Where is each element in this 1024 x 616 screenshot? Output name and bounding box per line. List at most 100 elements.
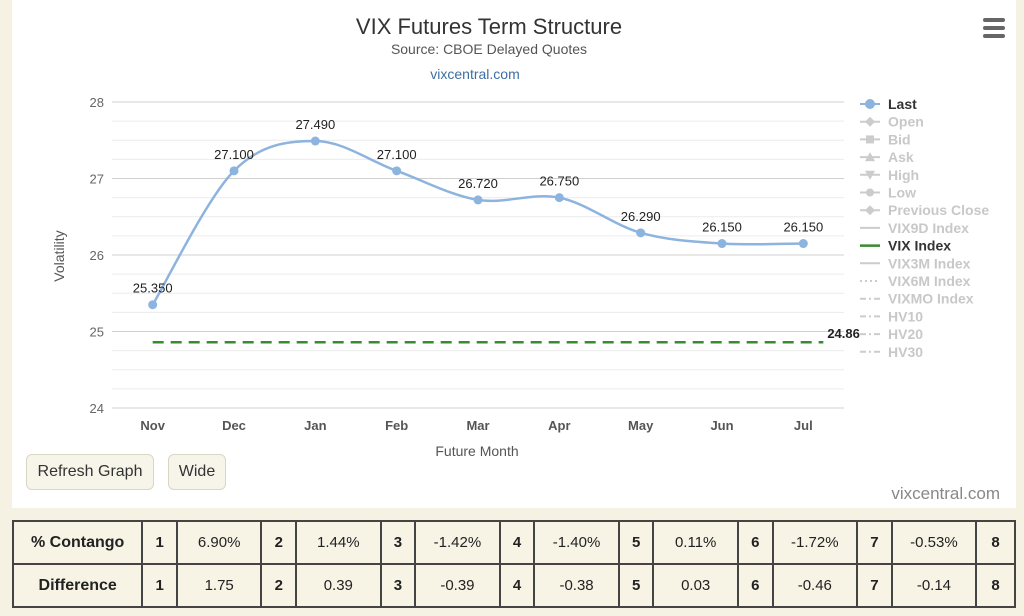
month-index-cell: 1 bbox=[141, 563, 178, 608]
legend-item[interactable]: VIX6M Index bbox=[860, 273, 971, 289]
x-tick-label: Mar bbox=[466, 418, 489, 433]
table-row: % Contango 1 6.90% 2 1.44% 3 -1.42% 4 -1.40% 5 0.1… bbox=[11, 520, 1016, 565]
value-cell: 1.44% bbox=[295, 520, 382, 565]
last-point bbox=[717, 239, 727, 249]
legend-label: VIXMO Index bbox=[888, 291, 974, 307]
legend-square-marker bbox=[866, 135, 874, 144]
chart-title: VIX Futures Term Structure bbox=[356, 14, 622, 39]
wide-button[interactable]: Wide bbox=[168, 454, 226, 490]
chart-panel: VIX Futures Term Structure Source: CBOE … bbox=[12, 0, 1016, 508]
x-axis-ticks: Nov Dec Jan Feb Mar Apr May Jun Jul bbox=[140, 418, 812, 433]
last-point bbox=[229, 166, 239, 176]
month-index-cell: 3 bbox=[379, 563, 417, 608]
last-data-label: 27.490 bbox=[295, 117, 335, 132]
legend-diamond-marker bbox=[865, 205, 875, 216]
legend-item[interactable]: Ask bbox=[860, 149, 914, 165]
month-index-cell: 8 bbox=[975, 563, 1016, 608]
value-cell: 0.11% bbox=[652, 520, 739, 565]
legend-item[interactable]: HV20 bbox=[860, 326, 923, 342]
x-tick-label: Jul bbox=[794, 418, 813, 433]
legend-item[interactable]: VIXMO Index bbox=[860, 291, 974, 307]
legend-item[interactable]: Bid bbox=[860, 131, 911, 147]
legend-label: HV30 bbox=[888, 344, 923, 360]
y-tick-label: 24 bbox=[90, 401, 104, 416]
value-cell: 0.39 bbox=[295, 563, 382, 608]
legend-label: HV10 bbox=[888, 308, 923, 324]
x-tick-label: Jun bbox=[710, 418, 733, 433]
month-index-cell: 5 bbox=[617, 520, 655, 565]
value-cell: 0.03 bbox=[652, 563, 739, 608]
legend-circle-marker bbox=[866, 188, 874, 197]
month-index-cell: 1 bbox=[141, 520, 178, 565]
plot-area: 24.86 25.350 27.100 27.490 27.100 26.720 26.75… bbox=[133, 117, 860, 344]
legend-diamond-marker bbox=[865, 116, 875, 127]
month-index-cell: 3 bbox=[379, 520, 417, 565]
legend-label: Low bbox=[888, 185, 916, 201]
last-data-label: 26.290 bbox=[621, 209, 661, 224]
last-data-label: 26.750 bbox=[539, 174, 579, 189]
refresh-graph-button[interactable]: Refresh Graph bbox=[26, 454, 154, 490]
term-structure-chart: VIX Futures Term Structure Source: CBOE … bbox=[51, 14, 989, 459]
legend-item[interactable]: VIX3M Index bbox=[860, 255, 971, 271]
x-tick-label: Feb bbox=[385, 418, 408, 433]
last-data-label: 27.100 bbox=[377, 147, 417, 162]
legend-label: Open bbox=[888, 114, 924, 130]
y-tick-label: 28 bbox=[90, 95, 104, 110]
month-index-cell: 2 bbox=[260, 520, 298, 565]
last-data-label: 26.720 bbox=[458, 176, 498, 191]
month-index-cell: 8 bbox=[975, 520, 1016, 565]
legend-item[interactable]: Previous Close bbox=[860, 202, 989, 218]
value-cell: 1.75 bbox=[175, 563, 263, 608]
legend-triangle-down-marker bbox=[865, 170, 875, 180]
month-index-cell: 7 bbox=[856, 563, 893, 608]
last-data-label: 25.350 bbox=[133, 281, 173, 296]
month-index-cell: 5 bbox=[617, 563, 655, 608]
value-cell: -1.72% bbox=[771, 520, 859, 565]
legend-item[interactable]: High bbox=[860, 167, 919, 183]
y-tick-label: 27 bbox=[90, 172, 104, 187]
grid bbox=[112, 101, 844, 409]
last-point bbox=[392, 166, 402, 176]
last-data-label: 26.150 bbox=[783, 220, 823, 235]
legend-item[interactable]: Open bbox=[860, 114, 924, 130]
value-cell: -0.53% bbox=[890, 520, 978, 565]
menu-icon[interactable] bbox=[983, 18, 1005, 38]
x-tick-label: Dec bbox=[222, 418, 246, 433]
row-header: Difference bbox=[11, 563, 144, 608]
last-point bbox=[473, 195, 483, 205]
y-tick-label: 26 bbox=[90, 248, 104, 263]
month-index-cell: 6 bbox=[736, 563, 774, 608]
legend-circle-marker bbox=[865, 99, 875, 109]
value-cell: -0.46 bbox=[771, 563, 859, 608]
legend-label: HV20 bbox=[888, 326, 923, 342]
legend-item[interactable]: VIX Index bbox=[860, 238, 951, 254]
legend-label: VIX6M Index bbox=[888, 273, 971, 289]
source-link[interactable]: vixcentral.com bbox=[430, 66, 519, 82]
legend-item[interactable]: HV10 bbox=[860, 308, 923, 324]
legend-item[interactable]: Low bbox=[860, 185, 916, 201]
x-tick-label: May bbox=[628, 418, 654, 433]
table-row: Difference 1 1.75 2 0.39 3 -0.39 4 -0.38 5 0.03 6 -0… bbox=[11, 563, 1016, 608]
vix-index-label: 24.86 bbox=[827, 326, 860, 341]
value-cell: -0.14 bbox=[890, 563, 978, 608]
last-data-label: 27.100 bbox=[214, 147, 254, 162]
legend-item[interactable]: HV30 bbox=[860, 344, 923, 360]
value-cell: -0.38 bbox=[533, 563, 620, 608]
last-point bbox=[798, 239, 808, 249]
legend-label: VIX3M Index bbox=[888, 255, 971, 271]
legend-label: Previous Close bbox=[888, 202, 989, 218]
contango-table: % Contango 1 6.90% 2 1.44% 3 -1.42% 4 -1.40% 5 0.1… bbox=[11, 520, 1016, 608]
legend-item[interactable]: VIX9D Index bbox=[860, 220, 969, 236]
month-index-cell: 4 bbox=[498, 520, 536, 565]
month-index-cell: 7 bbox=[856, 520, 893, 565]
last-point bbox=[310, 136, 320, 146]
credit-link[interactable]: vixcentral.com bbox=[891, 484, 1000, 503]
value-cell: -0.39 bbox=[414, 563, 501, 608]
y-axis-ticks: 24 25 26 27 28 bbox=[90, 95, 104, 416]
value-cell: 6.90% bbox=[175, 520, 263, 565]
last-point bbox=[636, 228, 646, 238]
value-cell: -1.40% bbox=[533, 520, 620, 565]
legend-label: High bbox=[888, 167, 919, 183]
legend-item[interactable]: Last bbox=[860, 96, 917, 112]
